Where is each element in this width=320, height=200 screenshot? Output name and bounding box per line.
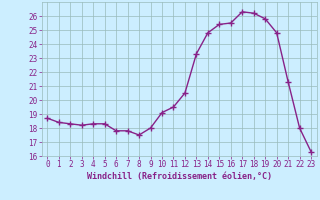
X-axis label: Windchill (Refroidissement éolien,°C): Windchill (Refroidissement éolien,°C) — [87, 172, 272, 181]
